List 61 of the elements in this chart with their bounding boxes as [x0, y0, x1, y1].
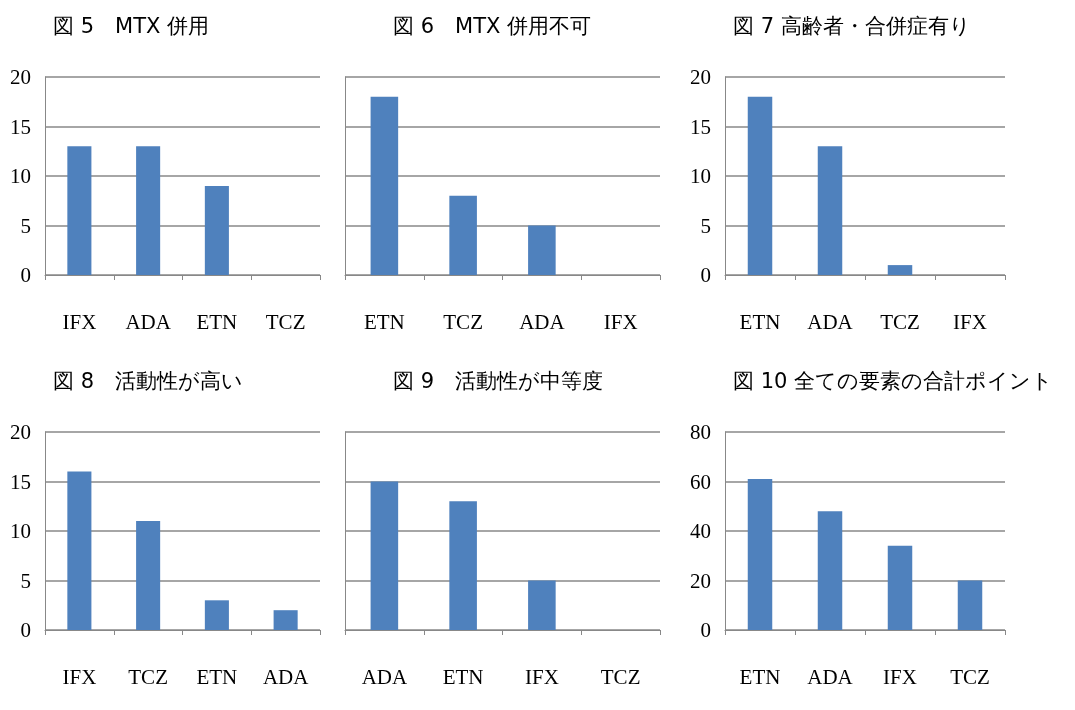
x-tick-label: ETN [739, 664, 781, 689]
y-tick-label: 5 [700, 213, 711, 238]
x-tick-label: ETN [739, 309, 781, 334]
y-tick-label: 5 [20, 568, 31, 593]
y-tick-label: 15 [10, 114, 31, 139]
x-tick-label: TCZ [950, 664, 990, 689]
x-tick-label: ETN [196, 664, 238, 689]
x-tick-label: IFX [62, 664, 97, 689]
y-tick-label: 20 [690, 568, 711, 593]
x-tick-label: IFX [883, 664, 917, 689]
y-tick-label: 10 [10, 519, 31, 543]
chart-title: 図 6 MTX 併用不可 [393, 13, 592, 38]
bar [136, 521, 161, 630]
x-tick-label: TCZ [128, 664, 168, 689]
bar [747, 479, 773, 630]
x-tick-label: ADA [361, 664, 408, 689]
bar [887, 545, 913, 630]
x-tick-label: ADA [807, 309, 854, 334]
x-tick-label: IFX [603, 309, 638, 334]
y-tick-label: 20 [10, 420, 31, 444]
x-tick-label: TCZ [265, 309, 306, 334]
chart-title: 図 10 全ての要素の合計ポイント [733, 368, 1054, 393]
y-tick-label: 0 [20, 618, 31, 642]
y-tick-label: 20 [690, 65, 711, 89]
bar [817, 511, 843, 630]
y-tick-label: 40 [690, 519, 711, 543]
y-tick-label: 0 [20, 263, 31, 287]
x-tick-label: IFX [524, 664, 559, 689]
x-tick-label: TCZ [880, 309, 920, 334]
y-tick-label: 10 [10, 164, 31, 188]
y-tick-label: 0 [700, 263, 711, 287]
bar [273, 610, 298, 630]
y-tick-label: 10 [690, 164, 711, 188]
x-tick-label: ADA [807, 664, 854, 689]
bar [887, 265, 913, 275]
x-tick-label: IFX [62, 309, 97, 334]
x-tick-label: ETN [363, 309, 405, 334]
x-tick-label: TCZ [443, 309, 483, 334]
y-tick-label: 15 [10, 469, 31, 494]
x-tick-label: ETN [442, 664, 484, 689]
y-tick-label: 60 [690, 469, 711, 494]
chart-title: 図 9 活動性が中等度 [393, 368, 604, 393]
x-tick-label: ETN [196, 309, 238, 334]
bar [67, 471, 92, 630]
x-tick-label: ADA [519, 309, 566, 334]
y-tick-label: 5 [20, 213, 31, 238]
x-tick-label: ADA [262, 664, 310, 689]
y-tick-label: 80 [690, 420, 711, 444]
chart-title: 図 8 活動性が高い [53, 368, 244, 393]
bar [747, 96, 773, 275]
bar [817, 146, 843, 275]
bar [204, 600, 229, 630]
x-tick-label: ADA [125, 309, 172, 334]
y-tick-label: 15 [690, 114, 711, 139]
y-tick-label: 0 [700, 618, 711, 642]
bar [957, 580, 983, 630]
chart-title: 図 7 高齢者・合併症有り [733, 13, 971, 38]
y-tick-label: 20 [10, 65, 31, 89]
x-tick-label: IFX [953, 309, 987, 334]
x-tick-label: TCZ [600, 664, 641, 689]
chart-title: 図 5 MTX 併用 [53, 13, 210, 38]
